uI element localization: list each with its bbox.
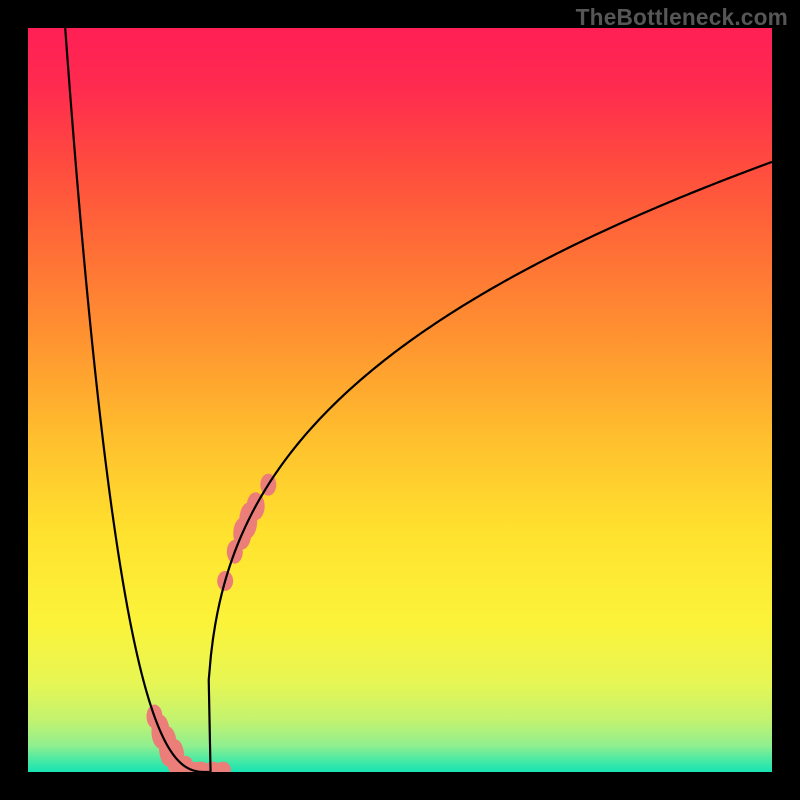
- plot-area: [28, 28, 772, 772]
- data-markers: [146, 474, 276, 772]
- bottleneck-curve: [65, 28, 772, 772]
- chart-overlay: [28, 28, 772, 772]
- watermark-text: TheBottleneck.com: [576, 4, 788, 31]
- chart-frame: TheBottleneck.com: [0, 0, 800, 800]
